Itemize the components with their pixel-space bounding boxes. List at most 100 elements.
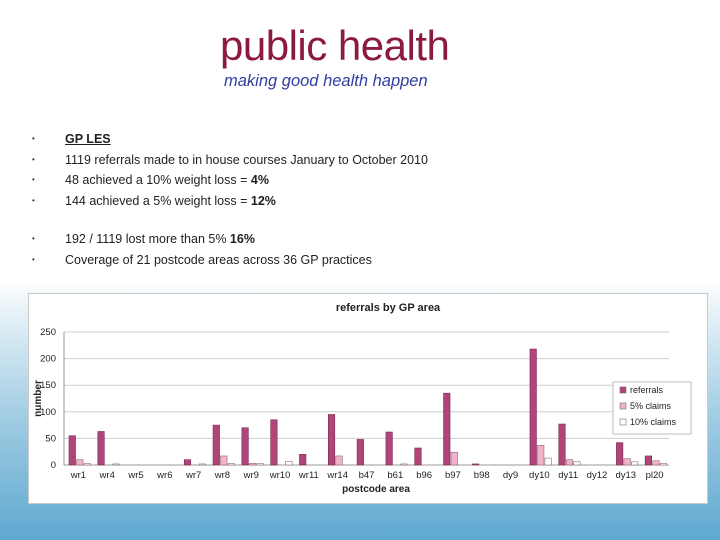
bar-10-claims	[83, 463, 91, 466]
bar-referrals	[616, 442, 624, 466]
x-tick-label: dy9	[503, 470, 518, 481]
bar-5-claims	[537, 445, 545, 466]
bullet-icon: •	[32, 175, 35, 184]
x-tick-label: wr5	[127, 470, 143, 481]
bullet-item: • 48 achieved a 10% weight loss = 4%	[28, 170, 428, 191]
bullet-text: 48 achieved a 10% weight loss =	[65, 173, 251, 187]
bar-referrals	[97, 431, 105, 466]
x-tick-label: wr9	[243, 470, 259, 481]
x-tick-label: dy11	[558, 470, 578, 481]
bullet-text: 192 / 1119 lost more than 5%	[65, 232, 230, 246]
bar-10-claims	[256, 463, 264, 466]
y-tick-label: 50	[45, 433, 56, 444]
x-tick-label: b61	[387, 470, 403, 481]
public-health-logo: public health making good health happen	[220, 20, 505, 92]
bullet-highlight: 4%	[250, 173, 269, 187]
legend-swatch	[619, 402, 627, 410]
chart-svg: referrals by GP area 0 50 100 150 200 250 numbe…	[33, 302, 692, 495]
bar-10-claims	[198, 463, 207, 466]
bar-referrals	[644, 455, 652, 466]
bullet-list-les: • GP LES • 1119 referrals made to in house…	[28, 129, 428, 211]
chart-title: referrals by GP area	[336, 302, 441, 314]
bar-5-claims	[565, 459, 574, 466]
bullet-highlight: 12%	[250, 193, 276, 208]
bullet-item: • 192 / 1119 lost more than 5% 16%	[28, 229, 372, 250]
x-tick-label: dy12	[587, 470, 608, 481]
bar-referrals	[414, 447, 422, 466]
bullet-item: • Coverage of 21 postcode areas across 36…	[28, 250, 372, 271]
x-tick-label: wr4	[99, 470, 115, 481]
bar-referrals	[529, 348, 537, 466]
bar-5-claims	[335, 455, 343, 466]
x-tick-label: dy13	[615, 470, 636, 481]
bar-referrals	[68, 435, 76, 466]
bullet-icon: •	[32, 154, 35, 164]
bar-5-claims	[450, 451, 458, 466]
x-tick-label: wr14	[326, 470, 348, 481]
bullet-text: 1119 referrals made to in house courses …	[65, 152, 428, 167]
x-tick-label: b47	[359, 470, 375, 481]
bar-referrals	[299, 454, 307, 466]
x-tick-label: pl20	[646, 470, 664, 481]
bar-referrals	[270, 419, 278, 466]
bar-10-claims	[544, 457, 552, 466]
bar-referrals	[241, 427, 249, 466]
bar-referrals	[385, 431, 393, 466]
bar-10-claims	[400, 463, 408, 466]
bullet-title: GP LES	[65, 132, 111, 146]
bar-referrals	[356, 439, 364, 466]
legend-label: referrals	[630, 385, 664, 395]
bullet-icon: •	[32, 234, 35, 243]
bullet-item: • GP LES	[28, 129, 428, 150]
legend-label: 5% claims	[630, 401, 672, 411]
bar-10-claims	[659, 463, 667, 466]
bullet-list-summary: • 192 / 1119 lost more than 5% 16% • Cover…	[28, 229, 372, 270]
y-tick-label: 100	[40, 407, 56, 418]
y-tick-label: 150	[40, 380, 56, 391]
bullet-text: 144 achieved a 5% weight loss =	[65, 193, 251, 208]
bullet-icon: •	[32, 254, 35, 264]
y-tick-label: 0	[51, 460, 56, 471]
bullet-highlight: 16%	[229, 232, 255, 246]
bar-referrals	[212, 424, 220, 466]
bar-5-claims	[220, 455, 228, 466]
y-axis-label: number	[33, 380, 44, 417]
x-tick-label: dy10	[529, 470, 550, 481]
bar-10-claims	[285, 460, 293, 466]
bullet-icon: •	[32, 134, 35, 143]
x-tick-label: b98	[474, 470, 490, 481]
bullet-item: • 144 achieved a 5% weight loss = 12%	[28, 191, 428, 212]
bar-5-claims	[76, 459, 84, 466]
bar-10-claims	[631, 461, 639, 466]
x-tick-label: wr11	[298, 470, 319, 481]
x-tick-label: wr8	[214, 470, 230, 481]
bullet-item: • 1119 referrals made to in house courses…	[28, 150, 428, 171]
bar-10-claims	[227, 463, 235, 466]
bar-5-claims	[652, 460, 660, 466]
y-tick-label: 250	[40, 327, 56, 338]
bar-10-claims	[112, 463, 120, 466]
legend-swatch	[619, 418, 627, 426]
referrals-chart: referrals by GP area 0 50 100 150 200 250 numbe…	[28, 293, 708, 504]
bar-referrals	[183, 459, 192, 466]
bar-referrals	[472, 463, 480, 466]
bullet-text: Coverage of 21 postcode areas across 36 …	[65, 252, 372, 267]
bar-referrals	[443, 392, 451, 466]
x-tick-label: wr1	[70, 470, 86, 481]
bar-10-claims	[573, 461, 581, 466]
bar-5-claims	[249, 463, 257, 466]
x-tick-label: wr10	[269, 470, 291, 481]
bar-referrals	[327, 414, 336, 466]
bullet-icon: •	[32, 195, 35, 205]
x-tick-label: b96	[416, 470, 432, 481]
y-tick-label: 200	[40, 354, 56, 365]
bar-5-claims	[623, 458, 631, 466]
x-tick-label: wr6	[156, 470, 172, 481]
legend-label: 10% claims	[630, 417, 677, 427]
bar-referrals	[558, 423, 566, 466]
legend-swatch	[619, 386, 627, 394]
logo-name: public health	[220, 22, 450, 69]
logo-tagline: making good health happen	[224, 72, 428, 90]
x-tick-label: b97	[445, 470, 461, 481]
x-tick-label: wr7	[185, 470, 201, 481]
